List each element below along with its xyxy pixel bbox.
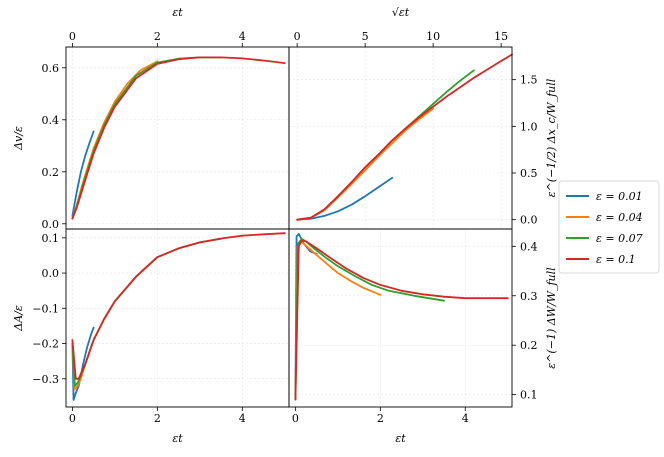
y-tick-label: 0.4: [42, 114, 60, 127]
x-tick-label: 0: [69, 30, 76, 43]
legend: ε = 0.01 ε = 0.04 ε = 0.07 ε = 0.1: [558, 180, 660, 274]
y-tick-label: −0.2: [32, 338, 59, 351]
y-axis-label: ε^(−1) ΔW/W_full: [545, 267, 558, 369]
x-tick-label: 5: [362, 30, 369, 43]
x-tick-label: 0: [69, 412, 76, 425]
legend-label: ε = 0.01: [596, 190, 643, 203]
y-tick-label: −0.3: [32, 373, 59, 386]
x-axis-label: √εt: [392, 6, 410, 19]
panel-bottom-right: 0 2 4 0.1 0.2 0.3 0.4 εt ε^(−1) ΔW/W_full: [288, 228, 558, 445]
y-tick-label: 0.6: [42, 62, 60, 75]
series-line-0.04: [71, 256, 159, 391]
series-line-0.1: [294, 239, 509, 401]
x-tick-label: 2: [154, 30, 161, 43]
legend-label: ε = 0.07: [596, 232, 643, 245]
y-tick-label: −0.1: [32, 302, 59, 315]
axes-frame: [288, 228, 513, 408]
y-tick-label: 0.2: [42, 166, 60, 179]
x-tick-label: 10: [426, 30, 440, 43]
y-tick-label: 0.1: [520, 389, 538, 402]
panel-bottom-left: 0 2 4 −0.3 −0.2 −0.1 0.0 0.1 εt ΔA/ε: [12, 228, 290, 445]
series-line-0.07: [71, 238, 222, 387]
series-line-0.1: [71, 232, 286, 380]
x-tick-label: 15: [494, 30, 508, 43]
y-tick-label: 0.3: [520, 290, 538, 303]
axes-frame: [65, 228, 290, 408]
x-tick-label: 4: [239, 412, 246, 425]
x-axis-label: εt: [395, 432, 406, 445]
series-line-0.1: [296, 53, 513, 221]
x-tick-label: 4: [239, 30, 246, 43]
series-line-0.01: [296, 176, 394, 221]
y-tick-label: 1.5: [520, 74, 538, 87]
y-axis-label: ε^(−1/2) Δx_c/W_full: [545, 78, 558, 197]
x-tick-label: 2: [154, 412, 161, 425]
y-tick-label: 0.2: [520, 339, 538, 352]
y-axis-label: ΔA/ε: [12, 305, 25, 332]
series-line-0.04: [71, 60, 159, 220]
series-line-0.07: [71, 56, 222, 220]
series-line-0.07: [294, 238, 445, 401]
x-axis-label: εt: [172, 432, 183, 445]
x-tick-label: 0: [292, 412, 299, 425]
y-tick-label: 0.4: [520, 240, 538, 253]
panel-top-right: 0 5 10 15 0.0 0.5 1.0 1.5 √εt ε^(−1/2) Δx_c/W_ful…: [288, 6, 558, 230]
y-tick-label: 1.0: [520, 120, 538, 133]
y-tick-label: 0.0: [42, 267, 60, 280]
x-tick-label: 0: [294, 30, 301, 43]
y-tick-label: 0.0: [42, 218, 60, 231]
series-line-0.01: [71, 130, 95, 217]
legend-box: [558, 180, 660, 274]
series-line-0.07: [296, 69, 475, 221]
x-axis-label: εt: [172, 6, 183, 19]
y-axis-label: Δv/ε: [12, 126, 25, 151]
y-tick-label: 0.1: [42, 232, 60, 245]
legend-label: ε = 0.04: [596, 211, 643, 224]
series-line-0.1: [71, 56, 286, 220]
y-tick-label: 0.0: [520, 214, 538, 227]
x-tick-label: 2: [377, 412, 384, 425]
x-tick-label: 4: [462, 412, 469, 425]
y-tick-label: 0.5: [520, 167, 538, 180]
legend-label: ε = 0.1: [596, 253, 636, 266]
panel-top-left: 0 2 4 0.0 0.2 0.4 0.6 εt Δv/ε: [12, 6, 290, 231]
